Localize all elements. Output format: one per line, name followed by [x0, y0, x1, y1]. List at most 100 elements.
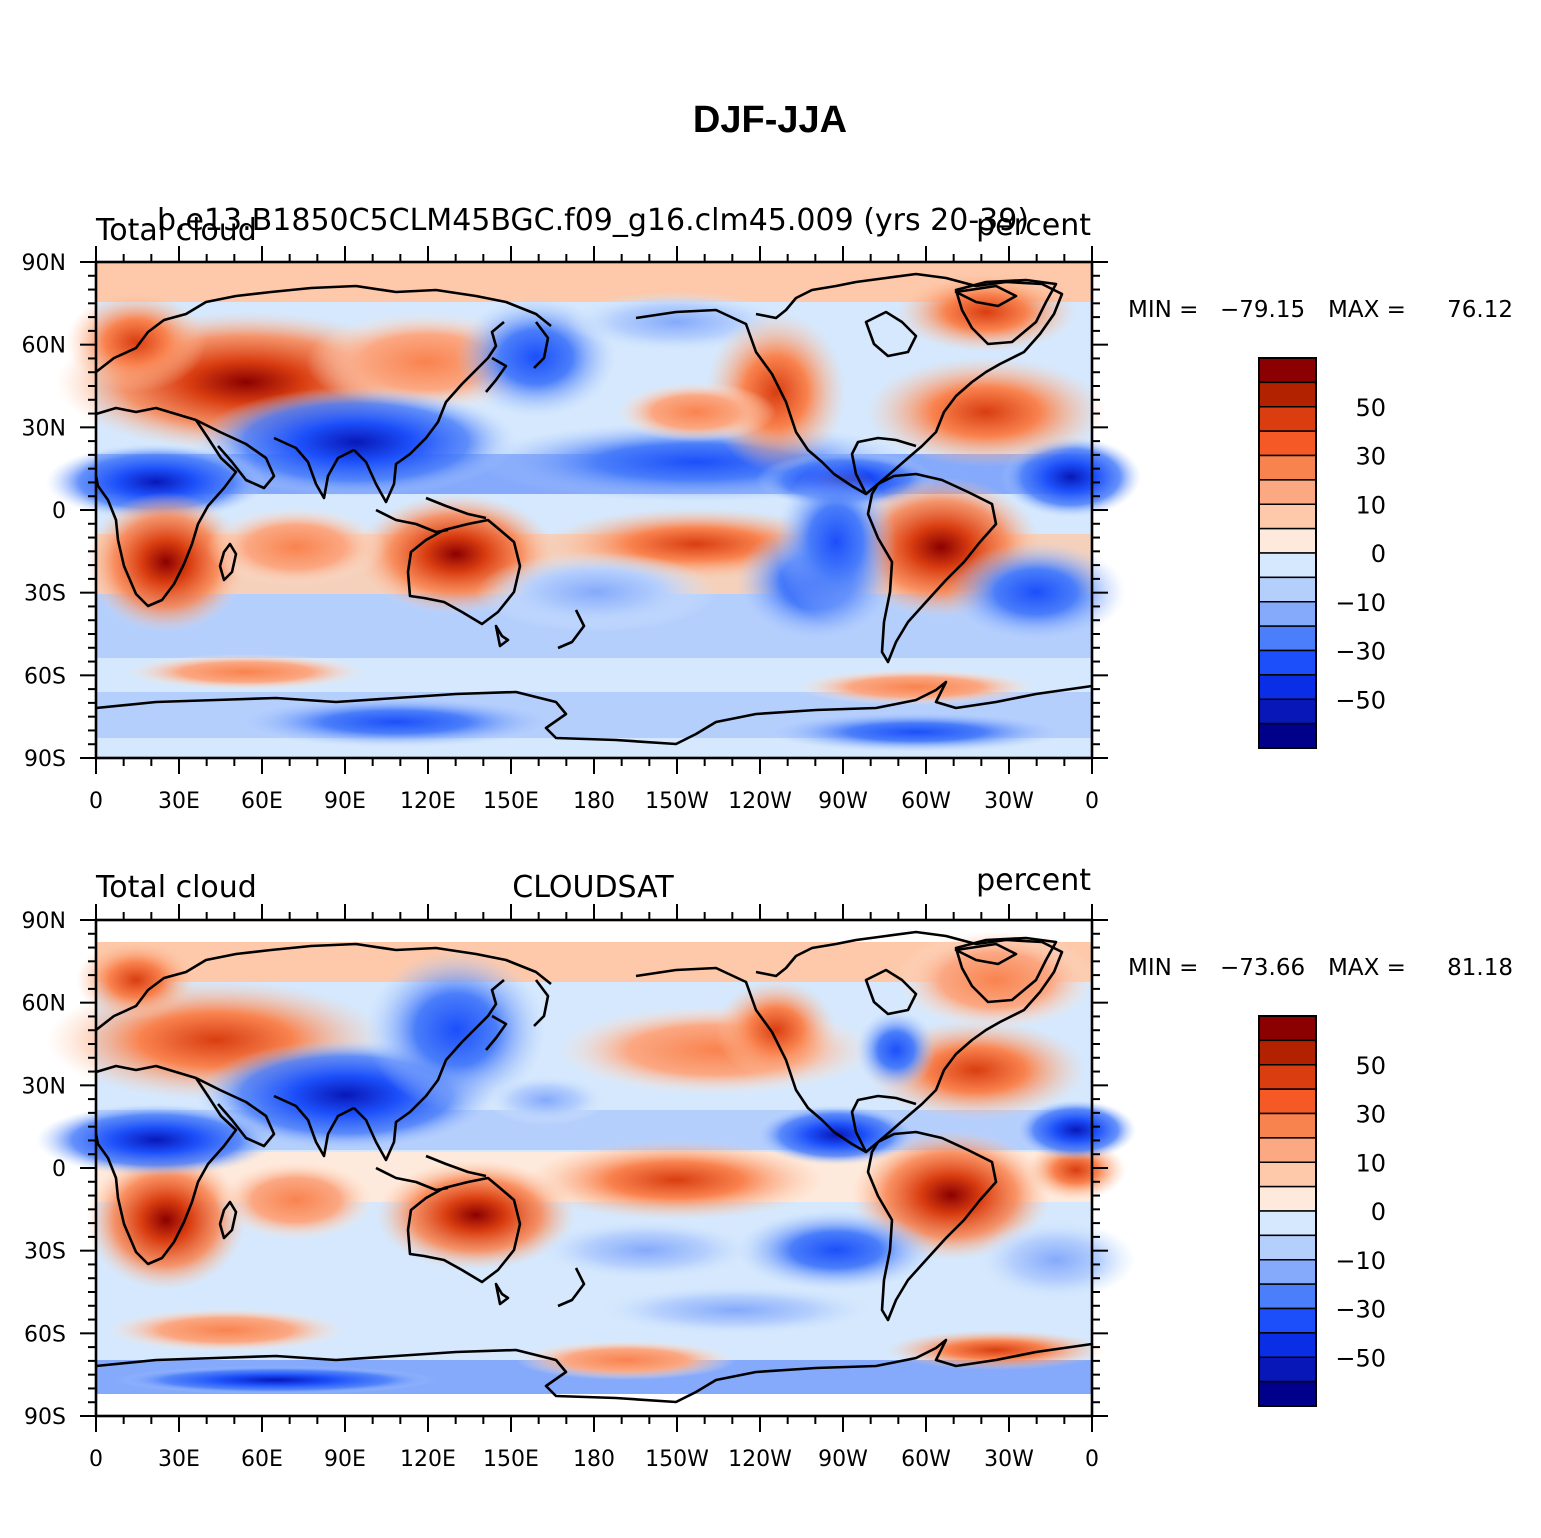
colorbar-swatch: [1258, 1210, 1317, 1237]
lon-tick-label: 120W: [728, 1447, 792, 1472]
lat-tick-label: 90N: [22, 909, 66, 934]
lat-tick-label: 90N: [22, 251, 66, 276]
colorbar-swatch: [1258, 1039, 1317, 1066]
lon-tick-label: 90E: [324, 789, 366, 814]
lon-tick-label: 60E: [241, 1447, 283, 1472]
lon-tick-label: 150E: [483, 1447, 539, 1472]
lon-tick-label: 150E: [483, 789, 539, 814]
colorbar-label: −10: [1335, 589, 1386, 617]
colorbar-swatch: [1258, 527, 1317, 554]
panel2-center-label: CLOUDSAT: [512, 870, 674, 905]
colorbar-swatch: [1258, 503, 1317, 530]
lat-tick-label: 90S: [24, 747, 66, 772]
panel2-min-value: −73.66: [1220, 955, 1305, 981]
colorbar-swatch: [1258, 1185, 1317, 1212]
lon-tick-label: 60W: [901, 789, 951, 814]
lon-tick-label: 0: [1085, 789, 1099, 814]
lon-tick-label: 0: [89, 1447, 103, 1472]
lon-tick-label: 60E: [241, 789, 283, 814]
colorbar-swatch: [1258, 1356, 1317, 1383]
lat-tick-label: 0: [52, 499, 66, 524]
colorbar-swatch: [1258, 698, 1317, 725]
colorbar-swatch: [1258, 1088, 1317, 1115]
panel1-lon-axis: 0 30E 60E 90E 120E 150E 180 150W 120W 90W 60W 30W 0: [89, 246, 1099, 814]
panel-model: b.e13.B1850C5CLM45BGC.f09_g16.clm45.009 …: [22, 203, 1513, 814]
panel1-lat-axis: 90N 60N 30N 0 30S 60S 90S: [22, 251, 1108, 772]
colorbar-label: 30: [1355, 443, 1386, 471]
lon-tick-label: 180: [573, 789, 615, 814]
lon-tick-label: 150W: [645, 789, 709, 814]
lat-tick-label: 30S: [24, 582, 66, 607]
colorbar-label: 10: [1355, 491, 1386, 519]
colorbar-frame: [1258, 1015, 1317, 1407]
panel2-right-label: percent: [976, 863, 1091, 898]
lon-tick-label: 180: [573, 1447, 615, 1472]
lat-tick-label: 30N: [22, 1074, 66, 1099]
colorbar-label: 10: [1355, 1149, 1386, 1177]
panel2-max-label: MAX =: [1328, 955, 1406, 981]
panel1-colorbar: 50 30 10 0 −10 −30 −50: [1258, 357, 1386, 749]
lat-tick-label: 0: [52, 1157, 66, 1182]
lon-tick-label: 30W: [984, 1447, 1034, 1472]
colorbar-swatch: [1258, 1137, 1317, 1163]
panel2-min-label: MIN =: [1128, 955, 1198, 981]
colorbar-frame: [1258, 357, 1317, 749]
colorbar-swatch: [1258, 1380, 1317, 1407]
lon-tick-label: 150W: [645, 1447, 709, 1472]
colorbar-swatch: [1258, 1015, 1317, 1042]
colorbar-swatch: [1258, 1064, 1317, 1090]
colorbar-swatch: [1258, 1259, 1317, 1285]
colorbar-label: −50: [1335, 686, 1386, 714]
panel1-max-label: MAX =: [1328, 297, 1406, 323]
panel2-lon-axis: 0 30E 60E 90E 120E 150E 180 150W 120W 90W 60W 30W 0: [89, 904, 1099, 1472]
lon-tick-label: 120E: [400, 789, 456, 814]
colorbar-swatch: [1258, 625, 1317, 652]
lat-tick-label: 60N: [22, 334, 66, 359]
panel1-min-label: MIN =: [1128, 297, 1198, 323]
colorbar-swatch: [1258, 479, 1317, 505]
colorbar-swatch: [1258, 357, 1317, 384]
colorbar-swatch: [1258, 1283, 1317, 1310]
colorbar-label: 50: [1355, 394, 1386, 422]
panel2-left-label: Total cloud: [95, 870, 257, 905]
colorbar-swatch: [1258, 1234, 1317, 1261]
panel2-map: [36, 918, 1136, 1418]
colorbar-swatch: [1258, 601, 1317, 627]
lon-tick-label: 120W: [728, 789, 792, 814]
colorbar-label: −30: [1335, 1296, 1386, 1324]
colorbar-label: −50: [1335, 1344, 1386, 1372]
lat-tick-label: 30S: [24, 1240, 66, 1265]
lon-tick-label: 30W: [984, 789, 1034, 814]
panel2-lat-axis: 90N 60N 30N 0 30S 60S 90S: [22, 909, 1108, 1430]
colorbar-swatch: [1258, 381, 1317, 408]
colorbar-swatch: [1258, 406, 1317, 432]
lat-tick-label: 90S: [24, 1405, 66, 1430]
lon-tick-label: 30E: [158, 1447, 200, 1472]
panel1-center-label: b.e13.B1850C5CLM45BGC.f09_g16.clm45.009 …: [157, 203, 1029, 238]
colorbar-swatch: [1258, 649, 1317, 676]
colorbar-label: −10: [1335, 1247, 1386, 1275]
colorbar-swatch: [1258, 1161, 1317, 1188]
colorbar-swatch: [1258, 576, 1317, 603]
lon-tick-label: 0: [89, 789, 103, 814]
lat-tick-label: 60S: [24, 1322, 66, 1347]
colorbar-swatch: [1258, 1307, 1317, 1334]
colorbar-swatch: [1258, 552, 1317, 579]
panel1-left-label: Total cloud: [95, 213, 257, 248]
lat-tick-label: 30N: [22, 416, 66, 441]
colorbar-label: 0: [1371, 540, 1386, 568]
colorbar-swatch: [1258, 430, 1317, 457]
colorbar-swatch: [1258, 1112, 1317, 1139]
panel1-right-label: percent: [976, 208, 1091, 243]
colorbar-label: 30: [1355, 1101, 1386, 1129]
lon-tick-label: 60W: [901, 1447, 951, 1472]
panel-obs: Total cloud CLOUDSAT percent 90N 60N 30N 0 3…: [22, 863, 1513, 1472]
lon-tick-label: 0: [1085, 1447, 1099, 1472]
figure-title: DJF-JJA: [693, 99, 847, 141]
colorbar-swatch: [1258, 1332, 1317, 1358]
colorbar-swatch: [1258, 454, 1317, 481]
panel1-map: [46, 260, 1141, 760]
lon-tick-label: 30E: [158, 789, 200, 814]
lat-tick-label: 60S: [24, 664, 66, 689]
